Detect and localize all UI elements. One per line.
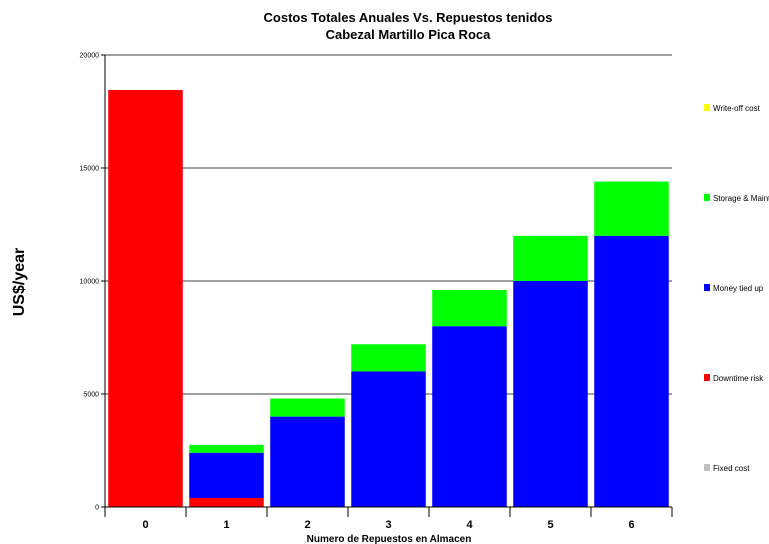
legend-label-money-tied-up: Money tied up [713,284,764,293]
bar-segment-downtime-risk [189,497,264,507]
bar-segment-storage-maint [189,444,264,453]
chart-title: Costos Totales Anuales Vs. Repuestos ten… [264,10,553,25]
legend-label-write-off-cost: Write-off cost [713,104,761,113]
legend-label-fixed-cost: Fixed cost [713,464,750,473]
legend-label-storage-maint: Storage & Maint [713,194,769,203]
bar-segment-storage-maint [432,290,507,327]
bar-segment-storage-maint [513,235,588,281]
chart-subtitle: Cabezal Martillo Pica Roca [326,27,491,42]
x-tick-label: 3 [385,519,391,531]
y-tick-label: 5000 [83,392,99,399]
legend-swatch-downtime-risk [704,374,710,381]
legend-swatch-storage-maint [704,194,710,201]
bar-segment-money-tied-up [432,326,507,507]
legend-swatch-fixed-cost [704,464,710,471]
bar-segment-storage-maint [270,398,345,417]
bar-segment-money-tied-up [270,416,345,507]
legend-swatch-money-tied-up [704,284,710,291]
y-tick-label: 20000 [80,53,100,60]
legend-swatch-write-off-cost [704,104,710,111]
legend-label-downtime-risk: Downtime risk [713,374,764,383]
bar-segment-money-tied-up [189,452,264,498]
x-tick-label: 1 [223,519,229,531]
x-axis-label: Numero de Repuestos en Almacen [307,534,472,544]
bar-segment-money-tied-up [594,235,669,508]
x-tick-label: 2 [304,519,310,531]
bar-segment-storage-maint [351,344,426,372]
x-tick-label: 4 [466,519,473,531]
y-tick-label: 10000 [80,279,100,286]
x-tick-label: 6 [628,519,634,531]
y-tick-label: 15000 [80,166,100,173]
y-tick-label: 0 [95,505,99,512]
bar-segment-money-tied-up [513,281,588,507]
x-tick-label: 0 [142,519,148,531]
x-tick-label: 5 [547,519,553,531]
y-axis-label: US$/year [11,248,28,317]
bar-segment-downtime-risk [108,90,183,507]
bar-segment-storage-maint [594,181,669,236]
bar-segment-money-tied-up [351,371,426,507]
